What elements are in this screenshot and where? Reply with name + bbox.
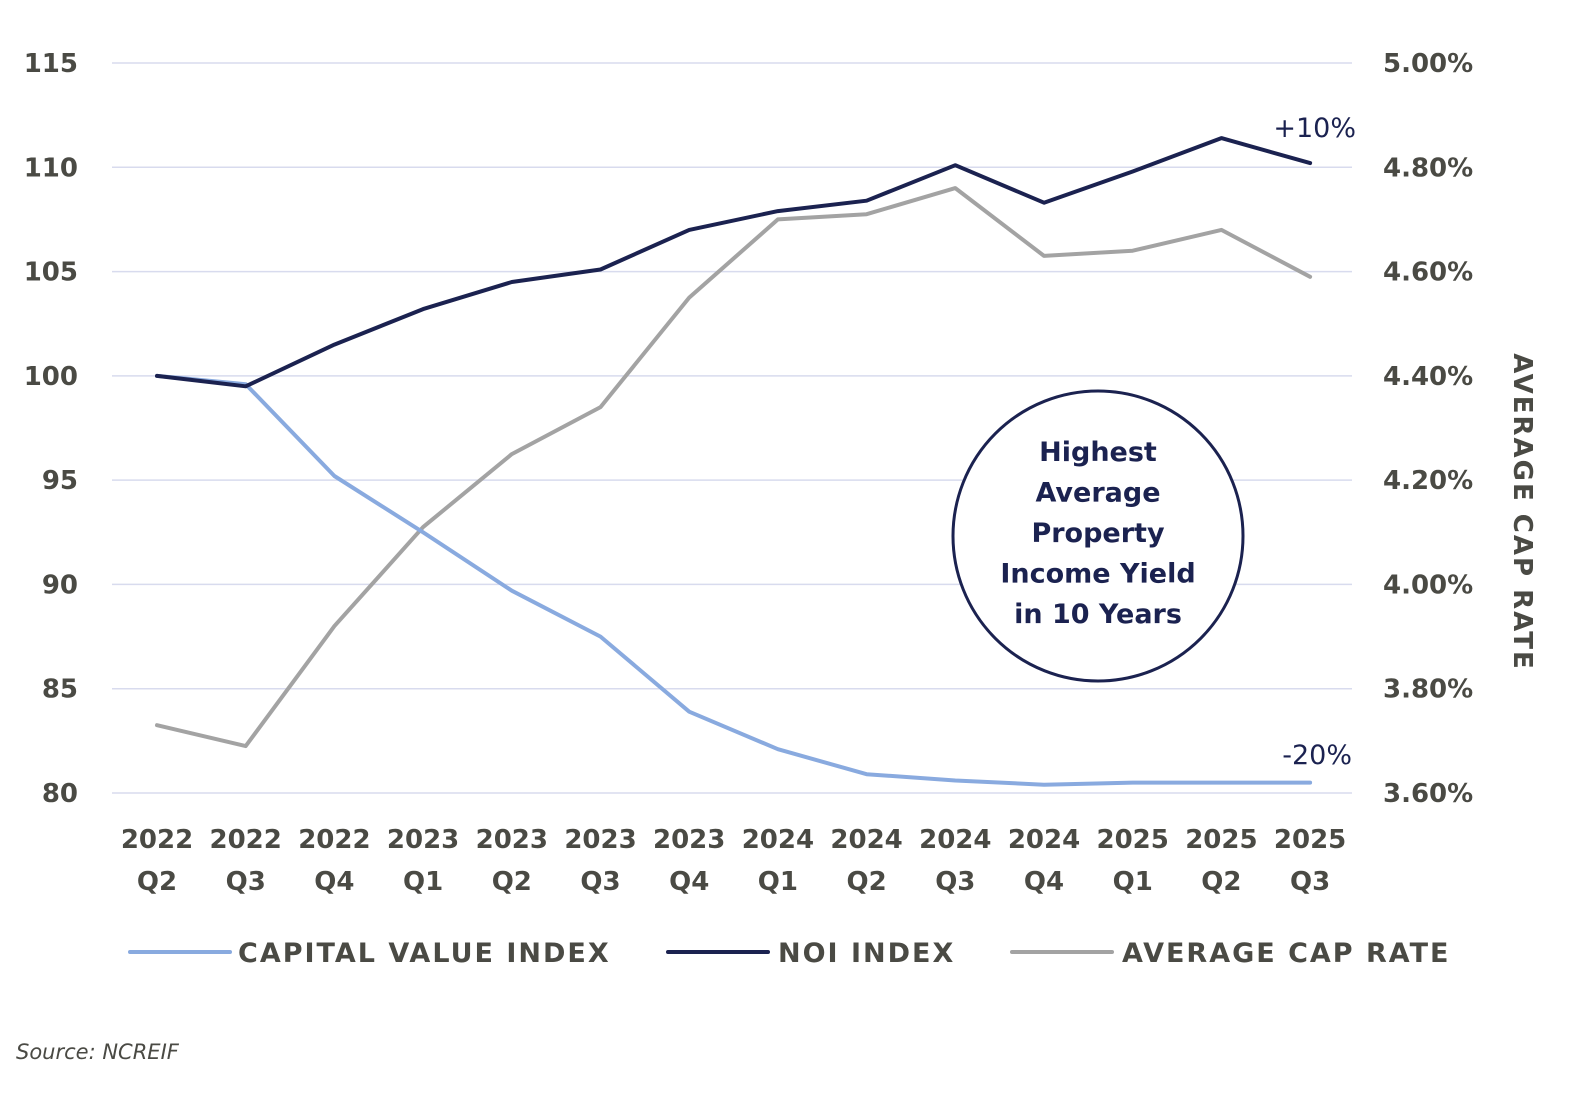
source-note: Source: NCREIF (16, 1040, 180, 1064)
right-axis-ticks: 5.00% 4.80% 4.60% 4.40% 4.20% 4.00% 3.80% 3.60% (1383, 49, 1473, 809)
left-tick-label: 95 (42, 466, 78, 496)
average-cap-rate-line (155, 186, 1313, 749)
callout-line: Property (1031, 518, 1165, 549)
x-tick-year: 2022 (298, 825, 370, 855)
right-tick-label: 3.60% (1383, 779, 1473, 809)
x-tick-quarter: Q3 (226, 867, 266, 897)
x-tick-quarter: Q3 (580, 867, 620, 897)
right-tick-label: 4.40% (1383, 362, 1473, 392)
legend-label: CAPITAL VALUE INDEX (238, 938, 611, 969)
x-tick-quarter: Q1 (758, 867, 798, 897)
x-tick-quarter: Q1 (1113, 867, 1153, 897)
x-tick-quarter: Q2 (492, 867, 532, 897)
x-axis-ticks: 2022 Q2 2022 Q3 2022 Q4 2023 Q1 2023 Q2 2023 Q3 2023… (121, 825, 1346, 897)
callout-text: Highest Average Property Income Yield in 10 … (1000, 437, 1195, 630)
left-tick-label: 80 (42, 779, 78, 809)
x-tick-year: 2024 (1008, 825, 1080, 855)
callout-line: in 10 Years (1014, 599, 1182, 630)
left-tick-label: 90 (42, 570, 78, 600)
legend-label: NOI INDEX (778, 938, 955, 969)
x-tick-year: 2023 (387, 825, 459, 855)
callout-circle (951, 389, 1245, 683)
left-tick-label: 85 (42, 675, 78, 705)
left-tick-label: 105 (24, 258, 78, 288)
x-tick-year: 2023 (564, 825, 636, 855)
gridlines (112, 62, 1352, 794)
x-tick-year: 2022 (210, 825, 282, 855)
right-tick-label: 4.60% (1383, 258, 1473, 288)
series-lines (155, 136, 1313, 787)
legend: CAPITAL VALUE INDEX NOI INDEX AVERAGE CAP … (128, 938, 1450, 969)
x-tick-year: 2025 (1097, 825, 1169, 855)
x-tick-year: 2024 (919, 825, 991, 855)
callout-line: Income Yield (1000, 559, 1195, 590)
x-tick-year: 2022 (121, 825, 193, 855)
right-tick-label: 5.00% (1383, 49, 1473, 79)
callout-line: Average (1035, 478, 1160, 509)
yield-callout: Highest Average Property Income Yield in 10 … (951, 389, 1245, 683)
x-tick-quarter: Q2 (846, 867, 886, 897)
noi-change-label: +10% (1273, 113, 1356, 144)
x-tick-quarter: Q2 (1201, 867, 1241, 897)
x-tick-quarter: Q3 (935, 867, 975, 897)
noi-index-line (155, 136, 1313, 389)
x-tick-quarter: Q4 (669, 867, 709, 897)
x-tick-year: 2024 (830, 825, 902, 855)
callout-line: Highest (1039, 437, 1157, 468)
left-tick-label: 110 (24, 153, 78, 183)
left-tick-label: 115 (24, 49, 78, 79)
right-axis-title: AVERAGE CAP RATE (1507, 353, 1537, 670)
left-axis-ticks: 115 110 105 100 95 90 85 80 (24, 49, 78, 809)
x-tick-quarter: Q4 (314, 867, 354, 897)
x-tick-quarter: Q2 (137, 867, 177, 897)
legend-label: AVERAGE CAP RATE (1122, 938, 1450, 969)
x-tick-year: 2023 (476, 825, 548, 855)
x-tick-quarter: Q3 (1290, 867, 1330, 897)
x-tick-year: 2025 (1274, 825, 1346, 855)
capital-value-change-label: -20% (1282, 740, 1352, 771)
x-tick-quarter: Q4 (1024, 867, 1064, 897)
x-tick-year: 2023 (653, 825, 725, 855)
x-tick-year: 2024 (742, 825, 814, 855)
x-tick-quarter: Q1 (403, 867, 443, 897)
right-tick-label: 3.80% (1383, 675, 1473, 705)
x-tick-year: 2025 (1185, 825, 1257, 855)
right-tick-label: 4.20% (1383, 466, 1473, 496)
capital-value-index-line (155, 373, 1313, 787)
right-tick-label: 4.80% (1383, 153, 1473, 183)
left-tick-label: 100 (24, 362, 78, 392)
right-tick-label: 4.00% (1383, 570, 1473, 600)
